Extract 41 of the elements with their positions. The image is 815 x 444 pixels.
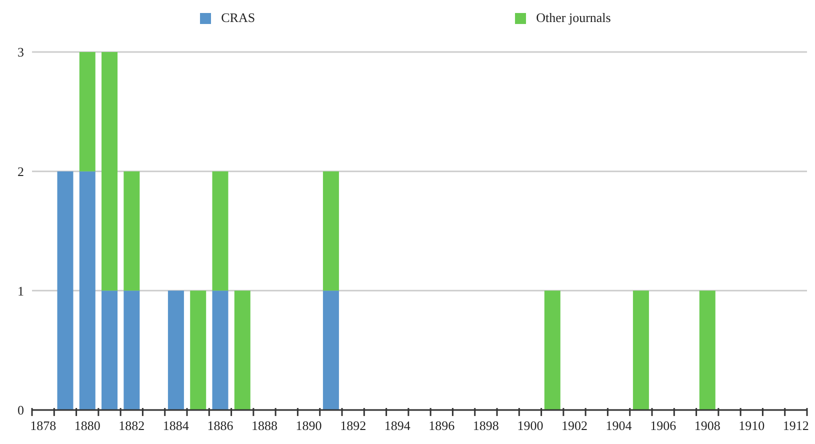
bar bbox=[57, 171, 74, 410]
x-tick-label: 1878 bbox=[30, 418, 56, 433]
x-tick-label: 1892 bbox=[340, 418, 366, 433]
x-tick-label: 1896 bbox=[428, 418, 456, 433]
x-tick-label: 1890 bbox=[296, 418, 322, 433]
bar bbox=[544, 290, 560, 410]
bar bbox=[168, 290, 184, 410]
x-tick-label: 1908 bbox=[694, 418, 720, 433]
y-tick-label: 2 bbox=[18, 164, 24, 179]
x-tick-label: 1886 bbox=[207, 418, 234, 433]
bar bbox=[124, 171, 140, 291]
x-tick-label: 1912 bbox=[782, 418, 809, 433]
y-tick-label: 3 bbox=[18, 44, 24, 60]
x-tick-label: 1900 bbox=[517, 418, 544, 433]
bar bbox=[322, 290, 339, 410]
bar bbox=[79, 52, 96, 172]
bar bbox=[212, 290, 228, 410]
bar bbox=[234, 290, 250, 410]
x-tick-label: 1906 bbox=[650, 418, 677, 433]
bar bbox=[632, 290, 649, 410]
bar bbox=[102, 52, 118, 291]
bar bbox=[190, 290, 206, 410]
x-tick-label: 1894 bbox=[384, 418, 411, 433]
x-tick-label: 1898 bbox=[472, 418, 499, 433]
bar bbox=[322, 171, 339, 291]
x-tick-label: 1902 bbox=[562, 418, 588, 433]
x-tick-label: 1880 bbox=[74, 418, 100, 433]
x-tick-label: 1882 bbox=[118, 418, 145, 433]
bar bbox=[102, 290, 118, 410]
legend-label: CRAS bbox=[221, 10, 256, 26]
x-tick-label: 1910 bbox=[738, 418, 765, 433]
bar bbox=[699, 290, 716, 410]
bar bbox=[212, 171, 228, 291]
y-tick-label: 0 bbox=[18, 402, 24, 418]
y-tick-label: 1 bbox=[18, 283, 24, 298]
x-tick-label: 1888 bbox=[252, 418, 278, 433]
legend-label: Other journals bbox=[536, 10, 611, 26]
x-tick-label: 1904 bbox=[606, 418, 632, 433]
bar bbox=[124, 290, 140, 410]
x-tick-label: 1884 bbox=[162, 418, 190, 433]
bar bbox=[79, 171, 96, 410]
